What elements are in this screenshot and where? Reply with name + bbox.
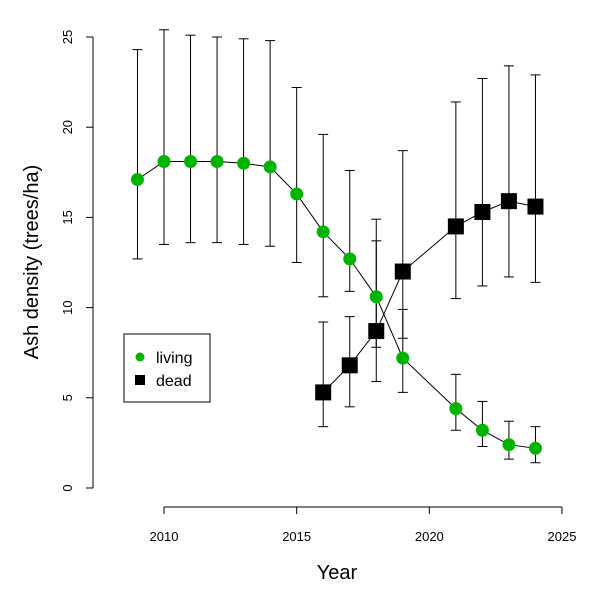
x-axis-label: Year <box>317 562 358 584</box>
legend-living-marker <box>135 352 145 362</box>
x-tick-label: 2020 <box>415 529 444 544</box>
living-point <box>237 156 251 170</box>
living-point <box>210 154 224 168</box>
living-point <box>184 154 198 168</box>
dead-point <box>315 384 332 401</box>
dead-point <box>394 263 411 280</box>
living-point <box>290 187 304 201</box>
living-point <box>502 438 516 452</box>
dead-point <box>474 203 491 220</box>
x-tick-label: 2025 <box>548 529 577 544</box>
legend: living dead <box>123 333 211 403</box>
living-point <box>130 173 144 187</box>
legend-living-label: living <box>156 350 192 367</box>
data-points <box>130 154 544 455</box>
legend-dead-label: dead <box>156 373 192 390</box>
legend-box <box>123 333 211 403</box>
y-tick-label: 15 <box>60 210 75 224</box>
y-axis-label: Ash density (trees/ha) <box>21 165 43 360</box>
x-tick-label: 2010 <box>150 529 179 544</box>
y-tick-label: 0 <box>60 484 75 491</box>
x-tick-label: 2015 <box>282 529 311 544</box>
living-point <box>343 252 357 266</box>
living-point <box>475 423 489 437</box>
living-point <box>449 402 463 416</box>
living-point <box>369 290 383 304</box>
y-tick-label: 5 <box>60 394 75 401</box>
dead-point <box>368 323 385 340</box>
y-tick-label: 10 <box>60 300 75 314</box>
y-tick-label: 25 <box>60 30 75 44</box>
dead-point <box>447 218 464 235</box>
living-point <box>528 441 542 455</box>
dead-point <box>500 193 517 210</box>
living-point <box>157 154 171 168</box>
dead-point <box>341 357 358 374</box>
living-point <box>263 160 277 174</box>
legend-dead-marker <box>135 375 145 385</box>
y-tick-label: 20 <box>60 120 75 134</box>
living-point <box>316 225 330 239</box>
dead-point <box>527 198 544 215</box>
living-point <box>396 351 410 365</box>
